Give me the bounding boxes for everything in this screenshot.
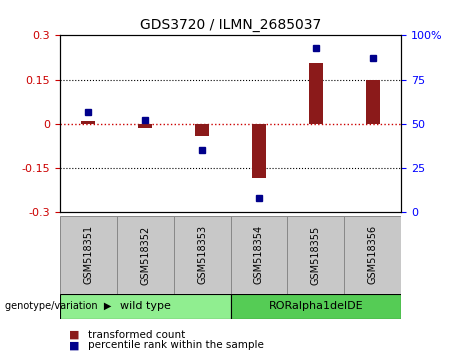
Text: transformed count: transformed count — [88, 330, 185, 339]
Bar — [138, 124, 152, 128]
Text: genotype/variation  ▶: genotype/variation ▶ — [5, 301, 111, 311]
Bar — [174, 216, 230, 294]
Text: GSM518352: GSM518352 — [140, 225, 150, 285]
Text: wild type: wild type — [120, 301, 171, 311]
Bar — [195, 124, 209, 136]
Text: GSM518355: GSM518355 — [311, 225, 321, 285]
Text: percentile rank within the sample: percentile rank within the sample — [88, 340, 264, 350]
Text: GSM518353: GSM518353 — [197, 225, 207, 285]
Bar — [230, 216, 287, 294]
Bar — [60, 294, 230, 319]
Text: ■: ■ — [69, 340, 80, 350]
Bar — [309, 63, 323, 124]
Bar — [252, 124, 266, 178]
Title: GDS3720 / ILMN_2685037: GDS3720 / ILMN_2685037 — [140, 18, 321, 32]
Bar — [60, 216, 117, 294]
Bar — [344, 216, 401, 294]
Text: GSM518356: GSM518356 — [367, 225, 378, 285]
Bar — [81, 121, 95, 124]
Text: GSM518354: GSM518354 — [254, 225, 264, 285]
Bar — [287, 216, 344, 294]
Bar — [366, 80, 380, 124]
Text: RORalpha1delDE: RORalpha1delDE — [268, 301, 363, 311]
Bar — [117, 216, 174, 294]
Text: GSM518351: GSM518351 — [83, 225, 94, 285]
Bar — [230, 294, 401, 319]
Text: ■: ■ — [69, 330, 80, 339]
